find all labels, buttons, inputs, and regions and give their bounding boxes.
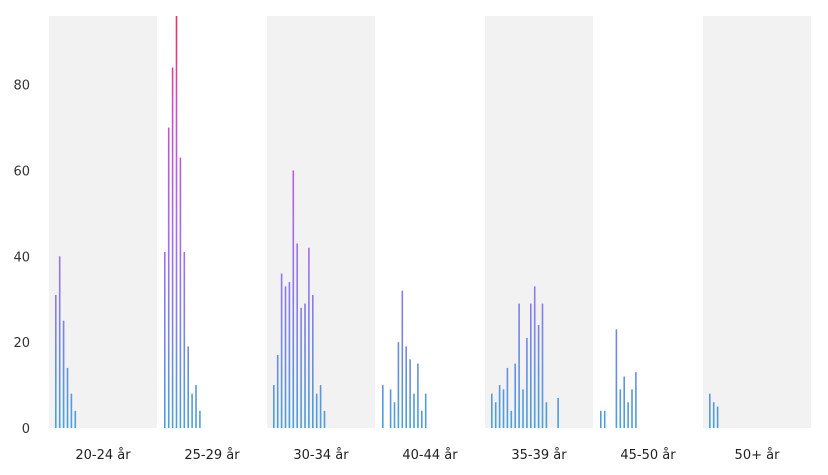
bar xyxy=(405,346,407,428)
bar xyxy=(315,393,318,428)
bar xyxy=(712,402,715,428)
bar xyxy=(494,402,497,428)
bar xyxy=(171,67,174,428)
bar xyxy=(545,402,548,428)
bar xyxy=(716,406,719,428)
bar xyxy=(191,393,193,428)
panel-background xyxy=(267,16,375,428)
bar xyxy=(498,385,501,428)
bar xyxy=(514,363,516,429)
bar xyxy=(296,243,298,428)
bar xyxy=(66,367,69,428)
bar xyxy=(292,170,295,428)
bar xyxy=(600,410,602,428)
bar xyxy=(557,397,559,428)
bar xyxy=(421,410,423,428)
y-tick-label: 60 xyxy=(13,165,30,180)
panel-background xyxy=(703,16,811,428)
bar xyxy=(526,337,528,429)
panel-background xyxy=(49,16,157,428)
bar xyxy=(319,385,322,428)
bar xyxy=(502,389,505,429)
y-tick-label: 20 xyxy=(13,336,30,351)
bar xyxy=(541,303,544,428)
bar xyxy=(300,307,302,428)
x-category-label: 50+ år xyxy=(735,448,781,463)
bar xyxy=(308,247,310,428)
bar xyxy=(312,294,314,428)
bar xyxy=(187,346,189,428)
bar xyxy=(58,256,61,428)
bar xyxy=(199,410,201,428)
bar xyxy=(284,286,287,429)
bar xyxy=(323,410,326,428)
x-category-label: 45-50 år xyxy=(620,448,676,463)
x-category-label: 25-29 år xyxy=(184,448,240,463)
bar xyxy=(195,385,197,428)
bar xyxy=(533,286,536,429)
y-axis: 0 20 40 60 80 xyxy=(13,79,30,437)
bar xyxy=(530,303,532,428)
y-tick-label: 40 xyxy=(13,250,30,265)
bar xyxy=(401,290,404,428)
y-tick-label: 80 xyxy=(13,79,30,94)
bar xyxy=(276,355,279,428)
x-category-label: 35-39 år xyxy=(511,448,567,463)
bar xyxy=(510,410,513,428)
panel-backgrounds xyxy=(49,16,811,428)
bars xyxy=(55,16,719,429)
y-tick-label: 0 xyxy=(22,422,30,437)
x-category-label: 40-44 år xyxy=(402,448,458,463)
bar xyxy=(280,273,283,428)
x-axis: 20-24 år 25-29 år 30-34 år 40-44 år 35-39 år… xyxy=(75,448,780,463)
bar xyxy=(417,363,419,429)
bar xyxy=(304,303,306,428)
bar xyxy=(409,359,411,428)
bar xyxy=(491,393,493,428)
bar xyxy=(288,282,291,428)
bar xyxy=(506,367,509,428)
bar xyxy=(537,325,540,428)
bar xyxy=(55,294,57,428)
bar xyxy=(382,385,384,428)
bar xyxy=(70,393,73,428)
bar xyxy=(619,389,622,429)
bar xyxy=(183,252,186,428)
bar xyxy=(522,389,524,429)
bar xyxy=(424,393,427,428)
bar xyxy=(397,342,400,428)
bar xyxy=(615,329,618,428)
bar xyxy=(627,402,629,428)
bar xyxy=(164,252,166,428)
bar xyxy=(623,376,625,428)
bar xyxy=(179,157,182,429)
bar xyxy=(74,410,77,428)
bar xyxy=(413,393,415,428)
x-category-label: 30-34 år xyxy=(293,448,349,463)
bar xyxy=(393,402,396,428)
bar xyxy=(175,16,178,428)
bar xyxy=(518,303,520,428)
bar xyxy=(273,385,275,428)
bar xyxy=(631,389,633,429)
bar xyxy=(635,372,637,428)
bar xyxy=(389,389,392,429)
x-category-label: 20-24 år xyxy=(75,448,131,463)
bar xyxy=(709,393,711,428)
bar xyxy=(603,410,606,428)
bar xyxy=(62,320,65,428)
bar xyxy=(167,127,170,428)
